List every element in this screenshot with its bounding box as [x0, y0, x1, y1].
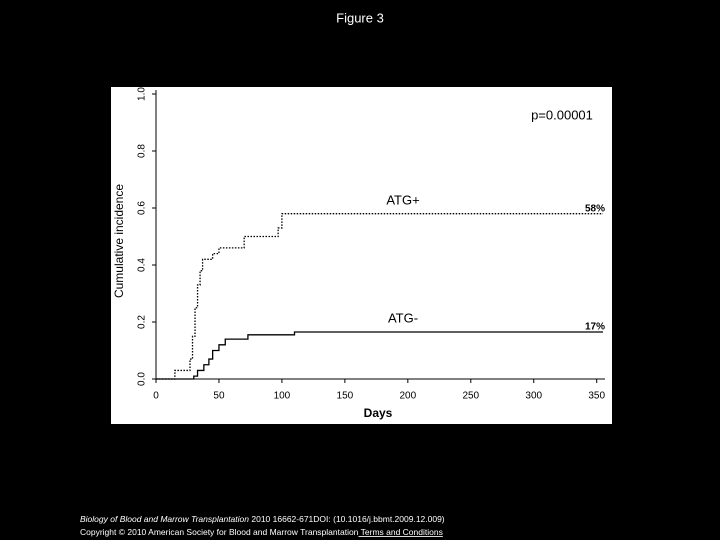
y-axis-label: Cumulative incidence [112, 184, 126, 298]
footer-copyright: Copyright © 2010 American Society for Bl… [80, 527, 443, 537]
footer-citation: Biology of Blood and Marrow Transplantat… [80, 514, 445, 524]
annotation: 17% [585, 322, 605, 333]
journal: Biology of Blood and Marrow Transplantat… [80, 514, 249, 524]
slide-title: Figure 3 [336, 10, 384, 25]
x-tick-label: 200 [399, 391, 416, 402]
x-axis-label: Days [364, 406, 393, 420]
series-label: ATG- [388, 310, 418, 325]
terms-link[interactable]: Terms and Conditions [358, 527, 442, 537]
x-tick-label: 300 [525, 391, 542, 402]
chart-panel [111, 87, 612, 424]
annotation: 58% [585, 204, 605, 215]
y-tick-label: 0.6 [137, 201, 148, 215]
x-tick-label: 0 [153, 391, 159, 402]
x-tick-label: 250 [462, 391, 479, 402]
y-tick-label: 0.4 [137, 258, 148, 272]
y-tick-label: 0.8 [137, 144, 148, 158]
annotation: p=0.00001 [531, 107, 593, 122]
x-tick-label: 50 [213, 391, 225, 402]
series-line [156, 331, 603, 380]
series-label: ATG+ [386, 192, 419, 207]
y-tick-label: 0.0 [137, 372, 148, 386]
series-line [156, 213, 603, 380]
x-tick-label: 100 [274, 391, 291, 402]
y-tick-label: 0.2 [137, 315, 148, 329]
x-tick-label: 350 [588, 391, 605, 402]
x-tick-label: 150 [337, 391, 354, 402]
copyright: Copyright © 2010 American Society for Bl… [80, 527, 359, 537]
y-tick-label: 1.0 [137, 87, 148, 101]
citation: 2010 16662-671DOI: (10.1016/j.bbmt.2009.… [249, 514, 445, 524]
